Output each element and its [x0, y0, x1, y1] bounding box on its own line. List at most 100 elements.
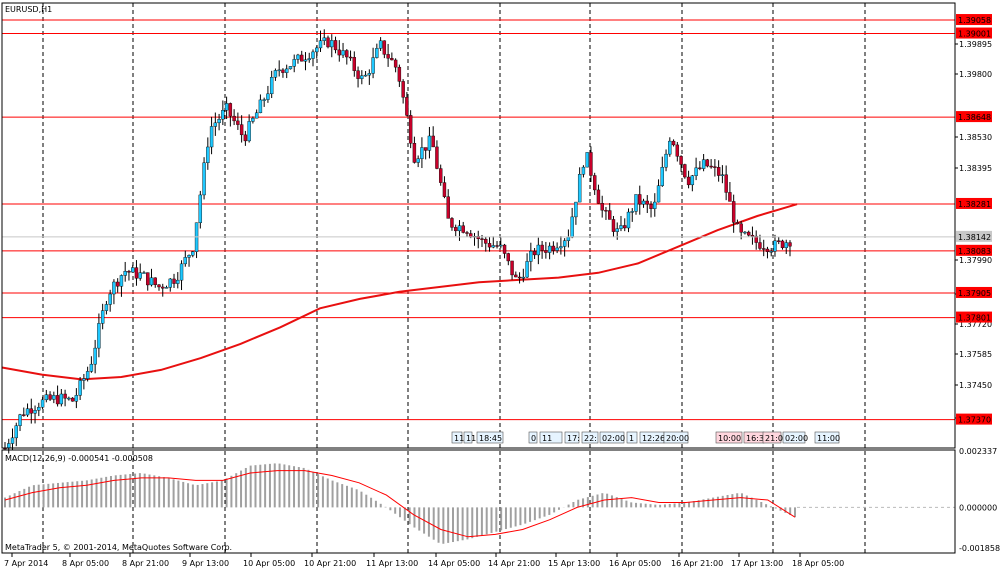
- candle-body: [589, 152, 593, 176]
- candles: [3, 29, 792, 454]
- candle-body: [423, 147, 428, 151]
- candle-body: [476, 236, 480, 239]
- candle-body: [37, 407, 41, 411]
- event-marker-label: 12:26: [642, 434, 665, 443]
- candle-body: [146, 272, 150, 286]
- candle-body: [739, 223, 743, 233]
- candle-body: [529, 251, 533, 262]
- event-markers[interactable]: 11 11 18:45 0 11 17: 22: 02:00 1 12:26 20:00 10:00 1…: [451, 431, 840, 444]
- time-label: 8 Apr 21:00: [122, 559, 169, 568]
- event-marker[interactable]: [463, 431, 473, 444]
- candle-body: [596, 189, 601, 204]
- candle-body: [577, 174, 582, 203]
- candle-body: [176, 279, 180, 284]
- candle-body: [333, 40, 338, 51]
- event-marker[interactable]: [581, 431, 599, 444]
- candle-body: [206, 146, 210, 164]
- event-marker[interactable]: [715, 431, 743, 444]
- event-marker-label: 10:00: [718, 434, 741, 443]
- candle-body: [89, 363, 94, 372]
- candle-body: [179, 263, 184, 281]
- candle-body: [134, 267, 139, 279]
- candle-body: [221, 110, 225, 120]
- candle-body: [247, 121, 251, 142]
- candle-body: [664, 153, 668, 168]
- event-marker[interactable]: [599, 431, 625, 444]
- candle-body: [431, 135, 435, 148]
- chart-frame: [1, 2, 956, 554]
- event-marker[interactable]: [539, 431, 563, 444]
- candle-body: [243, 134, 248, 142]
- candle-body: [660, 166, 664, 186]
- vertical-gridlines: [42, 3, 866, 553]
- candle-body: [743, 231, 747, 234]
- candle-body: [765, 248, 770, 252]
- candle-body: [701, 159, 706, 169]
- candle-body: [78, 380, 82, 396]
- level-tag: [956, 27, 992, 39]
- event-marker[interactable]: [814, 431, 840, 444]
- candle-body: [397, 66, 402, 82]
- candle-body: [735, 222, 740, 225]
- candle-body: [239, 124, 244, 136]
- candle-body: [566, 236, 571, 241]
- macd-pane-border: [1, 449, 956, 554]
- candle-body: [645, 200, 649, 205]
- event-marker-label: 11: [466, 434, 476, 443]
- event-marker[interactable]: [528, 431, 538, 444]
- event-marker[interactable]: [626, 431, 638, 444]
- candle-body: [780, 240, 785, 248]
- candle-body: [544, 250, 548, 253]
- candle-body: [499, 244, 503, 247]
- candle-body: [164, 287, 169, 289]
- level-tag: [956, 311, 992, 323]
- candle-body: [690, 175, 695, 186]
- candle-body: [123, 271, 127, 276]
- event-marker-label: 11: [454, 434, 464, 443]
- price-label: 1.37720: [959, 320, 992, 329]
- level-label: 1.37370: [958, 416, 991, 425]
- event-marker[interactable]: [451, 431, 463, 444]
- time-label: 11 Apr 13:00: [366, 559, 418, 568]
- candle-body: [269, 77, 274, 95]
- candle-body: [48, 394, 52, 400]
- price-label: 1.39895: [959, 40, 992, 49]
- candle-body: [671, 140, 676, 146]
- candle-body: [420, 147, 424, 159]
- candle-body: [581, 166, 586, 175]
- event-marker[interactable]: [663, 431, 689, 444]
- candle-body: [187, 255, 191, 258]
- macd-axis: 0.002337 0.000000 -0.001858: [959, 447, 1000, 553]
- candle-body: [273, 70, 278, 78]
- ma-line: [1, 203, 798, 381]
- event-marker-label: 22:: [584, 434, 597, 443]
- candle-body: [183, 257, 187, 265]
- candle-body: [70, 397, 75, 402]
- event-marker[interactable]: [782, 431, 806, 444]
- candle-body: [638, 194, 642, 205]
- candle-body: [540, 244, 544, 251]
- candle-body: [491, 245, 495, 248]
- candle-body: [10, 437, 15, 444]
- time-label: 8 Apr 05:00: [62, 559, 109, 568]
- candle-body: [236, 120, 240, 125]
- event-marker[interactable]: [564, 431, 580, 444]
- event-marker[interactable]: [762, 431, 782, 444]
- event-marker-label: 16:3: [746, 434, 764, 443]
- candle-body: [191, 251, 195, 256]
- candle-body: [585, 152, 589, 168]
- candle-body: [93, 347, 97, 365]
- event-marker-label: 18:45: [479, 434, 502, 443]
- candle-body: [281, 69, 285, 73]
- candle-body: [292, 59, 296, 67]
- level-label: 1.39058: [958, 16, 991, 25]
- level-label: 1.38083: [958, 247, 991, 256]
- event-marker-label: 1: [629, 434, 634, 443]
- event-marker[interactable]: [476, 431, 504, 444]
- candle-body: [348, 56, 353, 59]
- candle-body: [465, 232, 469, 234]
- level-tag: [956, 286, 992, 298]
- moving-average: [1, 203, 798, 381]
- level-lines[interactable]: [2, 19, 955, 421]
